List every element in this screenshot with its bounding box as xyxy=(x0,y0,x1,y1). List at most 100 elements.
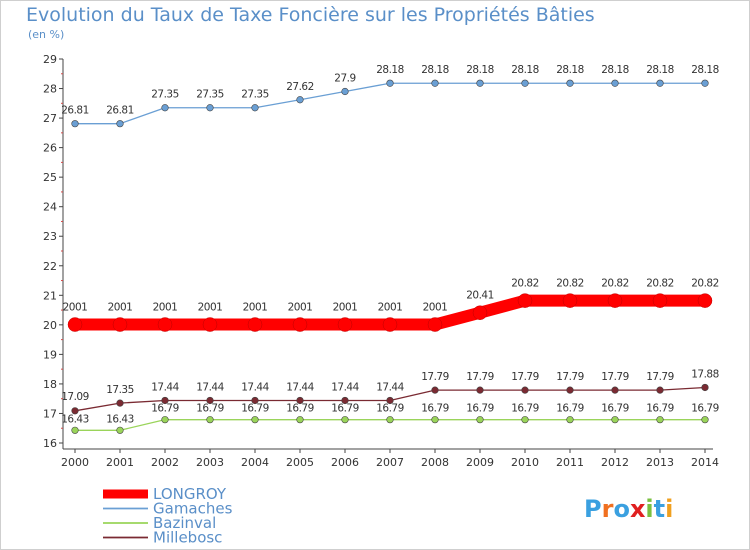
data-label-longroy: 20.82 xyxy=(511,278,539,290)
y-tick-label: 25 xyxy=(43,171,57,184)
data-point-millebosc[interactable] xyxy=(431,386,439,394)
data-point-longroy[interactable] xyxy=(607,293,623,308)
data-point-millebosc[interactable] xyxy=(161,396,169,405)
data-label-millebosc: 17.79 xyxy=(466,371,494,383)
logo-letter: P xyxy=(584,495,602,523)
data-point-bazinval[interactable] xyxy=(611,416,619,424)
data-point-bazinval[interactable] xyxy=(116,426,124,434)
x-tick-label: 2014 xyxy=(691,456,719,469)
data-label-gamaches: 27.35 xyxy=(241,89,269,101)
data-point-millebosc[interactable] xyxy=(656,386,664,394)
data-label-millebosc: 17.79 xyxy=(646,371,674,383)
data-label-millebosc: 17.44 xyxy=(196,381,224,393)
data-label-gamaches: 28.18 xyxy=(376,64,404,76)
data-label-bazinval: 16.79 xyxy=(556,403,584,415)
data-point-longroy[interactable] xyxy=(517,293,533,308)
legend-label-millebosc: Millebosc xyxy=(153,529,222,547)
legend-label-gamaches: Gamaches xyxy=(153,500,233,518)
y-tick-label: 21 xyxy=(43,289,57,302)
x-tick-label: 2011 xyxy=(556,456,584,469)
y-tick-label: 17 xyxy=(43,407,57,420)
data-point-longroy[interactable] xyxy=(247,317,263,332)
y-tick-label: 18 xyxy=(43,378,57,391)
x-tick-label: 2002 xyxy=(151,456,179,469)
data-point-longroy[interactable] xyxy=(427,317,443,332)
data-point-gamaches[interactable] xyxy=(251,104,259,112)
data-label-longroy: 2001 xyxy=(423,302,448,314)
data-point-bazinval[interactable] xyxy=(71,426,79,434)
x-tick-label: 2010 xyxy=(511,456,539,469)
data-point-millebosc[interactable] xyxy=(341,396,349,405)
data-label-bazinval: 16.79 xyxy=(421,403,449,415)
data-point-millebosc[interactable] xyxy=(206,396,214,405)
data-point-gamaches[interactable] xyxy=(116,120,124,128)
data-label-bazinval: 16.79 xyxy=(691,403,719,415)
data-point-longroy[interactable] xyxy=(562,293,578,308)
data-label-longroy: 20.82 xyxy=(691,278,719,290)
data-point-millebosc[interactable] xyxy=(611,386,619,394)
data-point-bazinval[interactable] xyxy=(701,416,709,424)
data-point-gamaches[interactable] xyxy=(161,104,169,112)
data-label-bazinval: 16.79 xyxy=(376,403,404,415)
data-point-bazinval[interactable] xyxy=(656,416,664,424)
data-point-gamaches[interactable] xyxy=(611,79,619,87)
data-point-bazinval[interactable] xyxy=(521,416,529,424)
data-point-gamaches[interactable] xyxy=(71,120,79,128)
data-point-bazinval[interactable] xyxy=(476,416,484,424)
data-point-millebosc[interactable] xyxy=(116,399,124,407)
y-tick-label: 23 xyxy=(43,230,57,243)
data-point-bazinval[interactable] xyxy=(251,416,259,424)
data-point-bazinval[interactable] xyxy=(161,416,169,424)
legend-label-bazinval: Bazinval xyxy=(153,514,216,532)
data-label-longroy: 20.41 xyxy=(466,290,494,302)
data-point-millebosc[interactable] xyxy=(521,386,529,394)
data-point-bazinval[interactable] xyxy=(566,416,574,424)
y-tick-label: 22 xyxy=(43,260,57,273)
data-point-gamaches[interactable] xyxy=(296,96,304,104)
data-point-bazinval[interactable] xyxy=(296,416,304,424)
data-point-gamaches[interactable] xyxy=(521,79,529,87)
data-point-gamaches[interactable] xyxy=(386,79,394,87)
data-point-millebosc[interactable] xyxy=(566,386,574,394)
data-point-millebosc[interactable] xyxy=(71,407,79,415)
logo-letter: o xyxy=(613,495,630,523)
data-point-longroy[interactable] xyxy=(652,293,668,308)
data-point-longroy[interactable] xyxy=(157,317,173,332)
data-label-gamaches: 27.62 xyxy=(286,81,314,93)
data-point-millebosc[interactable] xyxy=(476,386,484,394)
data-point-longroy[interactable] xyxy=(382,317,398,332)
data-point-longroy[interactable] xyxy=(67,317,83,332)
data-point-gamaches[interactable] xyxy=(701,79,709,87)
data-point-longroy[interactable] xyxy=(697,293,713,308)
data-point-millebosc[interactable] xyxy=(701,383,709,392)
y-tick-label: 16 xyxy=(43,437,57,450)
data-point-gamaches[interactable] xyxy=(206,104,214,112)
data-point-longroy[interactable] xyxy=(202,317,218,332)
data-point-gamaches[interactable] xyxy=(566,79,574,87)
data-label-bazinval: 16.79 xyxy=(196,403,224,415)
data-point-bazinval[interactable] xyxy=(386,416,394,424)
data-point-gamaches[interactable] xyxy=(431,79,439,87)
data-label-millebosc: 17.44 xyxy=(151,381,179,393)
x-tick-label: 2005 xyxy=(286,456,314,469)
data-label-gamaches: 26.81 xyxy=(106,105,134,117)
data-point-gamaches[interactable] xyxy=(476,79,484,87)
data-label-longroy: 20.82 xyxy=(646,278,674,290)
data-point-bazinval[interactable] xyxy=(341,416,349,424)
data-point-longroy[interactable] xyxy=(472,305,488,320)
data-point-gamaches[interactable] xyxy=(341,87,349,96)
logo-letter: i xyxy=(645,495,653,523)
data-point-bazinval[interactable] xyxy=(206,416,214,424)
x-tick-label: 2008 xyxy=(421,456,449,469)
data-point-millebosc[interactable] xyxy=(296,396,304,405)
data-point-longroy[interactable] xyxy=(112,317,128,332)
data-point-longroy[interactable] xyxy=(337,317,353,332)
data-point-longroy[interactable] xyxy=(292,317,308,332)
data-point-gamaches[interactable] xyxy=(656,79,664,87)
x-tick-label: 2000 xyxy=(61,456,89,469)
data-point-bazinval[interactable] xyxy=(431,416,439,424)
data-point-millebosc[interactable] xyxy=(251,396,259,405)
x-tick-label: 2001 xyxy=(106,456,134,469)
data-point-millebosc[interactable] xyxy=(386,396,394,405)
